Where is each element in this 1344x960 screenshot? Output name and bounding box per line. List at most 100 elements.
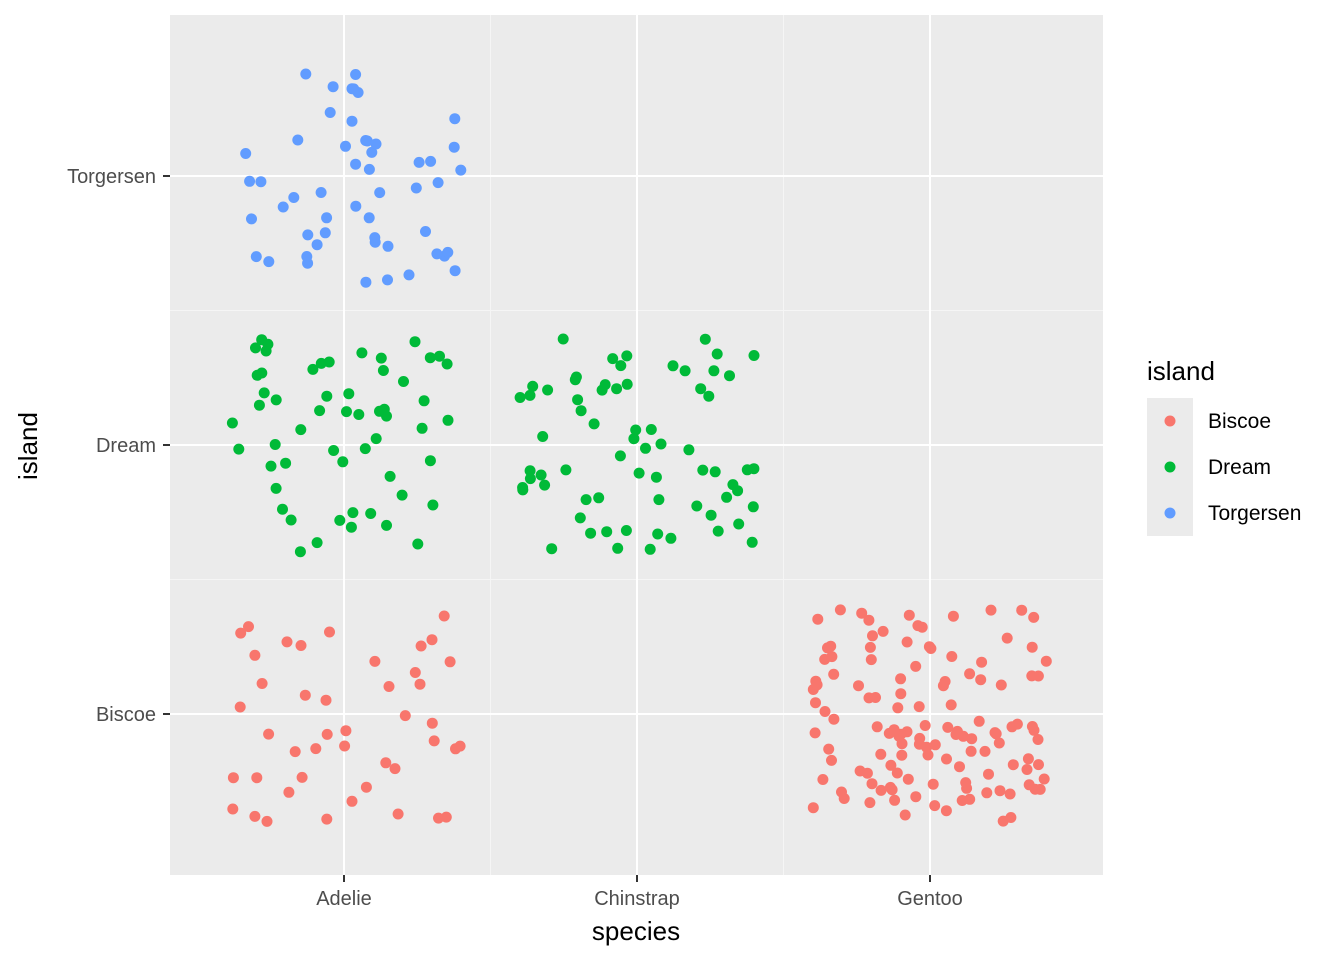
point-adelie-dream	[307, 363, 319, 375]
point-chinstrap-dream	[721, 491, 733, 503]
point-adelie-biscoe	[414, 678, 426, 690]
point-chinstrap-dream	[650, 471, 662, 483]
x-axis-title: species	[592, 916, 680, 946]
point-chinstrap-dream	[732, 485, 744, 497]
point-adelie-dream	[345, 521, 357, 533]
point-adelie-torgersen	[321, 212, 333, 224]
point-gentoo-biscoe	[903, 609, 915, 621]
point-gentoo-biscoe	[925, 643, 937, 654]
point-gentoo-biscoe	[823, 743, 835, 755]
point-adelie-dream	[258, 387, 270, 399]
point-gentoo-biscoe	[919, 720, 931, 731]
point-gentoo-biscoe	[871, 721, 883, 733]
point-gentoo-biscoe	[1026, 670, 1038, 682]
point-gentoo-biscoe	[1023, 779, 1035, 791]
legend-label-dream: Dream	[1208, 456, 1271, 479]
point-gentoo-biscoe	[899, 809, 911, 821]
point-adelie-biscoe	[321, 813, 333, 825]
point-gentoo-biscoe	[864, 797, 876, 809]
point-adelie-torgersen	[425, 155, 437, 167]
point-chinstrap-dream	[569, 374, 581, 386]
point-adelie-dream	[341, 406, 352, 418]
point-adelie-biscoe	[235, 627, 247, 639]
point-gentoo-biscoe	[901, 636, 913, 648]
point-gentoo-biscoe	[1007, 759, 1019, 771]
point-adelie-dream	[412, 538, 424, 550]
legend: island Biscoe Dream Torgersen	[1147, 356, 1301, 536]
point-chinstrap-dream	[708, 365, 720, 377]
point-adelie-biscoe	[310, 743, 322, 755]
point-gentoo-biscoe	[1038, 773, 1050, 785]
point-gentoo-biscoe	[875, 748, 887, 760]
point-gentoo-biscoe	[1040, 655, 1052, 667]
point-gentoo-biscoe	[895, 673, 907, 685]
point-adelie-dream	[356, 347, 368, 359]
point-adelie-biscoe	[433, 812, 444, 824]
point-gentoo-biscoe	[834, 604, 846, 616]
point-adelie-biscoe	[251, 772, 263, 784]
point-adelie-dream	[424, 455, 436, 467]
point-adelie-biscoe	[444, 656, 456, 668]
point-adelie-torgersen	[246, 213, 257, 225]
point-chinstrap-dream	[560, 464, 572, 476]
point-chinstrap-dream	[711, 348, 723, 360]
point-adelie-torgersen	[301, 251, 313, 262]
point-adelie-torgersen	[302, 229, 314, 241]
point-gentoo-biscoe	[896, 749, 908, 761]
point-chinstrap-dream	[574, 512, 586, 524]
point-adelie-dream	[442, 414, 454, 426]
point-adelie-torgersen	[448, 141, 460, 153]
point-adelie-dream	[265, 460, 277, 472]
point-adelie-torgersen	[413, 156, 425, 168]
point-chinstrap-dream	[712, 525, 724, 537]
point-chinstrap-dream	[653, 494, 665, 506]
point-gentoo-biscoe	[1026, 641, 1038, 653]
point-adelie-torgersen	[360, 135, 372, 146]
point-adelie-torgersen	[449, 113, 461, 125]
point-chinstrap-dream	[580, 494, 592, 506]
point-adelie-dream	[418, 395, 430, 407]
point-adelie-dream	[277, 503, 288, 515]
point-gentoo-biscoe	[863, 692, 875, 704]
point-adelie-dream	[409, 336, 421, 348]
point-adelie-dream	[343, 388, 355, 400]
legend-key-torgersen	[1164, 507, 1176, 519]
point-adelie-torgersen	[432, 177, 444, 189]
point-adelie-dream	[334, 514, 346, 526]
point-adelie-torgersen	[420, 226, 431, 237]
point-chinstrap-dream	[697, 464, 709, 476]
legend-label-torgersen: Torgersen	[1208, 502, 1301, 525]
point-gentoo-biscoe	[856, 607, 868, 619]
point-gentoo-biscoe	[966, 733, 978, 745]
point-adelie-biscoe	[340, 725, 352, 737]
y-tick-label-torgersen: Torgersen	[67, 166, 156, 188]
point-adelie-dream	[377, 365, 389, 376]
point-gentoo-biscoe	[888, 724, 900, 736]
point-gentoo-biscoe	[910, 660, 922, 672]
point-adelie-dream	[427, 499, 439, 511]
point-gentoo-biscoe	[910, 791, 922, 803]
point-gentoo-biscoe	[929, 739, 941, 751]
point-adelie-dream	[381, 519, 392, 531]
point-gentoo-biscoe	[946, 651, 958, 662]
point-chinstrap-dream	[614, 450, 626, 462]
point-gentoo-biscoe	[867, 630, 878, 642]
point-adelie-biscoe	[399, 710, 411, 722]
point-gentoo-biscoe	[964, 668, 976, 680]
point-gentoo-biscoe	[975, 674, 987, 686]
point-adelie-dream	[314, 405, 326, 417]
point-chinstrap-dream	[535, 469, 547, 481]
point-adelie-torgersen	[277, 201, 289, 213]
point-adelie-torgersen	[250, 251, 262, 263]
point-chinstrap-dream	[588, 418, 600, 430]
point-adelie-biscoe	[389, 763, 401, 775]
point-adelie-biscoe	[346, 795, 358, 807]
point-gentoo-biscoe	[865, 654, 877, 666]
point-adelie-dream	[378, 403, 390, 415]
point-chinstrap-dream	[691, 500, 703, 512]
point-gentoo-biscoe	[993, 737, 1005, 749]
point-adelie-torgersen	[346, 115, 358, 127]
point-gentoo-biscoe	[826, 651, 838, 663]
point-adelie-torgersen	[382, 274, 393, 286]
point-gentoo-biscoe	[973, 715, 985, 727]
